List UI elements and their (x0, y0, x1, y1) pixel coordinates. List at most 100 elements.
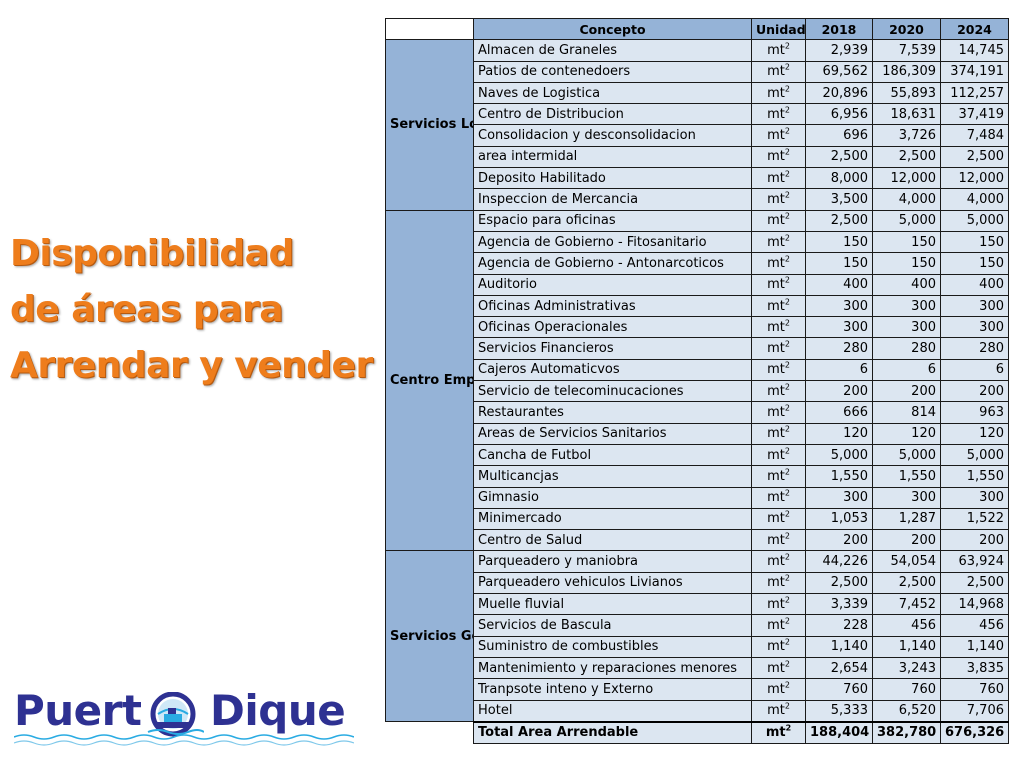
table-row: Cajeros Automaticvos mt2 6 6 6 (386, 358, 1009, 382)
concept-cell: Agencia de Gobierno - Antonarcoticos (473, 252, 752, 275)
concept-cell: area intermidal (473, 145, 752, 169)
unit-base: mt (767, 383, 785, 399)
value-2020-cell: 6,520 (872, 699, 941, 723)
unit-base: mt (767, 532, 785, 548)
value-2018-cell: 5,333 (805, 699, 873, 723)
value-2024-cell: 150 (940, 230, 1009, 254)
value-2018-cell: 228 (805, 614, 873, 637)
total-label-cell: Total Area Arrendable (473, 720, 752, 745)
table-row: Hotel mt2 5,333 6,520 7,706 (386, 699, 1009, 723)
table-row: Servicios Financieros mt2 280 280 280 (386, 337, 1009, 360)
value-2018-cell: 760 (805, 678, 873, 701)
value-2020-cell: 760 (872, 678, 941, 701)
unit-base: mt (767, 426, 785, 442)
value-2018-cell: 44,226 (805, 550, 873, 573)
unit-exponent: 2 (784, 680, 790, 690)
value-2024-cell: 14,968 (940, 593, 1009, 616)
unit-base: mt (767, 447, 785, 463)
header-unidad: Unidad (751, 17, 806, 41)
value-2024-cell: 5,000 (940, 443, 1009, 467)
unit-cell: mt2 (751, 401, 806, 424)
unit-base: mt (767, 106, 785, 122)
value-2020-cell: 54,054 (872, 550, 941, 573)
value-2020-cell: 120 (872, 422, 941, 445)
unit-exponent: 2 (784, 488, 790, 498)
logo-word-puerto: Puert (14, 686, 142, 735)
unit-exponent: 2 (784, 637, 790, 647)
value-2024-cell: 12,000 (940, 167, 1009, 190)
concept-cell: Parqueadero y maniobra (473, 550, 752, 573)
unit-base: mt (767, 404, 785, 420)
concept-cell: Inspeccion de Mercancia (473, 188, 752, 211)
table-row: area intermidal mt2 2,500 2,500 2,500 (386, 145, 1009, 169)
concept-cell: Agencia de Gobierno - Fitosanitario (473, 230, 752, 254)
value-2020-cell: 300 (872, 294, 941, 318)
value-2018-cell: 2,500 (805, 145, 873, 169)
puerto-dique-logo: Puert Dique (14, 686, 354, 748)
unit-exponent: 2 (784, 701, 790, 711)
concept-cell: Minimercado (473, 507, 752, 531)
unit-exponent: 2 (784, 424, 790, 434)
unit-exponent: 2 (784, 105, 790, 115)
unit-cell: mt2 (751, 656, 806, 680)
total-2024-cell: 676,326 (940, 720, 1009, 745)
table-row: Servicios de Bascula mt2 228 456 456 (386, 614, 1009, 637)
concept-cell: Auditorio (473, 273, 752, 296)
value-2020-cell: 814 (872, 401, 941, 424)
concept-cell: Servicios de Bascula (473, 614, 752, 637)
value-2020-cell: 5,000 (872, 443, 941, 467)
value-2024-cell: 300 (940, 294, 1009, 318)
value-2018-cell: 2,500 (805, 209, 873, 232)
value-2018-cell: 20,896 (805, 81, 873, 105)
total-2020-cell: 382,780 (872, 720, 941, 745)
value-2024-cell: 280 (940, 337, 1009, 360)
headline-line-2: de áreas para (10, 289, 284, 330)
unit-cell: mt2 (751, 252, 806, 275)
value-2018-cell: 300 (805, 294, 873, 318)
value-2024-cell: 4,000 (940, 188, 1009, 211)
value-2020-cell: 2,500 (872, 571, 941, 595)
value-2018-cell: 6 (805, 358, 873, 382)
unit-cell: mt2 (751, 593, 806, 616)
table-row: Servicios LogisticosAlmacen de Granelesm… (385, 39, 1009, 211)
unit-cell: mt2 (751, 39, 806, 62)
value-2020-cell: 7,539 (872, 39, 941, 62)
value-2020-cell: 200 (872, 529, 941, 552)
value-2020-cell: 3,726 (872, 124, 941, 147)
logo-word-dique: Dique (210, 686, 346, 735)
value-2024-cell: 2,500 (940, 571, 1009, 595)
concept-cell: Gimnasio (473, 486, 752, 509)
value-2018-cell: 120 (805, 422, 873, 445)
header-2018: 2018 (805, 17, 873, 41)
unit-cell: mt2 (751, 316, 806, 339)
unit-cell: mt2 (751, 294, 806, 318)
table-row: Consolidacion y desconsolidacion mt2 696 3,… (386, 124, 1009, 147)
value-2018-cell: 1,140 (805, 635, 873, 658)
table-row: Minimercado mt2 1,053 1,287 1,522 (386, 507, 1009, 531)
concept-cell: Centro de Distribucion (473, 103, 752, 126)
total-unit-cell: mt2 (751, 720, 806, 745)
unit-exponent: 2 (784, 211, 790, 221)
unit-cell: mt2 (751, 124, 806, 147)
concept-cell: Oficinas Administrativas (473, 294, 752, 318)
unit-exponent: 2 (784, 318, 790, 328)
unit-exponent: 2 (784, 126, 790, 136)
concept-cell: Oficinas Operacionales (473, 316, 752, 339)
value-2024-cell: 112,257 (940, 81, 1009, 105)
unit-exponent: 2 (784, 595, 790, 605)
table-row: Muelle fluvial mt2 3,339 7,452 14,968 (386, 593, 1009, 616)
unit-cell: mt2 (751, 188, 806, 211)
value-2020-cell: 150 (872, 252, 941, 275)
concept-cell: Deposito Habilitado (473, 167, 752, 190)
value-2020-cell: 150 (872, 230, 941, 254)
concept-cell: Parqueadero vehiculos Livianos (473, 571, 752, 595)
unit-exponent: 2 (784, 616, 790, 626)
unit-base: mt (767, 128, 785, 144)
value-2020-cell: 12,000 (872, 167, 941, 190)
table-body: Servicios LogisticosAlmacen de Granelesm… (385, 39, 1009, 745)
unit-cell: mt2 (751, 60, 806, 83)
unit-exponent: 2 (784, 297, 790, 307)
unit-exponent: 2 (784, 531, 790, 541)
value-2020-cell: 1,550 (872, 465, 941, 488)
value-2018-cell: 696 (805, 124, 873, 147)
